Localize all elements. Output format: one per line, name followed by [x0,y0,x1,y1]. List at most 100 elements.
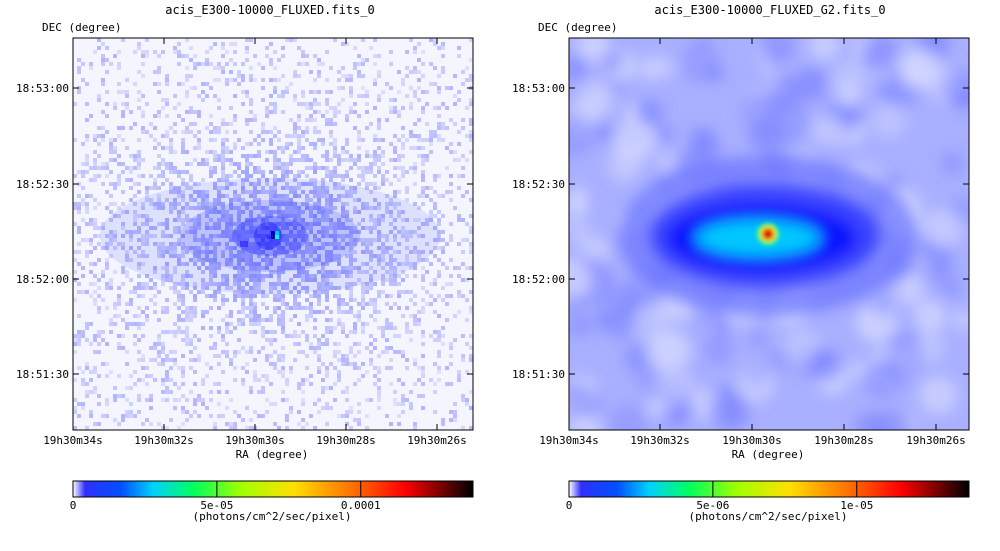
noise-pixel [229,254,233,258]
noise-pixel [449,382,453,386]
noise-pixel [165,298,169,302]
noise-pixel [221,70,225,74]
noise-pixel [321,194,325,198]
noise-pixel [285,166,289,170]
noise-pixel [281,390,285,394]
noise-pixel [213,274,217,278]
noise-pixel [373,382,377,386]
background-blob [748,65,781,97]
noise-pixel [313,402,317,406]
noise-pixel [225,422,229,426]
noise-pixel [257,178,261,182]
noise-pixel [401,410,405,414]
noise-pixel [165,74,169,78]
noise-pixel [297,174,301,178]
noise-pixel [89,414,93,418]
noise-pixel [313,110,317,114]
noise-pixel [237,274,241,278]
noise-pixel [329,326,333,330]
noise-pixel [393,250,397,254]
noise-pixel [409,86,413,90]
noise-pixel [109,230,113,234]
noise-pixel [273,186,277,190]
noise-pixel [401,382,405,386]
noise-pixel [401,234,405,238]
noise-pixel [165,278,169,282]
noise-pixel [141,378,145,382]
noise-pixel [125,350,129,354]
noise-pixel [249,66,253,70]
noise-pixel [309,274,313,278]
noise-pixel [445,302,449,306]
noise-pixel [233,426,237,430]
noise-pixel [241,62,245,66]
noise-pixel [429,186,433,190]
noise-pixel [133,210,137,214]
noise-pixel [317,58,321,62]
noise-pixel [425,222,429,226]
noise-pixel [385,250,389,254]
noise-pixel [345,398,349,402]
noise-pixel [409,390,413,394]
noise-pixel [101,414,105,418]
noise-pixel [437,246,441,250]
background-blob [607,312,637,342]
noise-pixel [325,318,329,322]
noise-pixel [273,402,277,406]
noise-pixel [365,242,369,246]
noise-pixel [129,322,133,326]
noise-pixel [257,254,261,258]
noise-pixel [393,398,397,402]
noise-pixel [437,126,441,130]
y-tick-label: 18:51:30 [512,368,565,381]
noise-pixel [301,382,305,386]
noise-pixel [333,186,337,190]
noise-pixel [289,186,293,190]
noise-pixel [269,42,273,46]
noise-pixel [257,322,261,326]
noise-pixel [173,362,177,366]
noise-pixel [157,338,161,342]
noise-pixel [205,266,209,270]
noise-pixel [305,194,309,198]
noise-pixel [305,202,309,206]
noise-pixel [369,266,373,270]
noise-pixel [205,58,209,62]
noise-pixel [193,282,197,286]
noise-pixel [277,158,281,162]
noise-pixel [333,222,337,226]
noise-pixel [213,250,217,254]
noise-pixel [293,238,297,242]
noise-pixel [157,186,161,190]
noise-pixel [341,222,345,226]
noise-pixel [373,302,377,306]
noise-pixel [389,106,393,110]
noise-pixel [153,270,157,274]
noise-pixel [173,286,177,290]
noise-pixel [253,330,257,334]
noise-pixel [233,378,237,382]
noise-pixel [389,98,393,102]
noise-pixel [393,390,397,394]
noise-pixel [385,194,389,198]
noise-pixel [209,258,213,262]
noise-pixel [377,158,381,162]
panel-title: acis_E300-10000_FLUXED_G2.fits_0 [654,3,885,17]
noise-pixel [417,78,421,82]
noise-pixel [269,342,273,346]
noise-pixel [181,330,185,334]
noise-pixel [361,330,365,334]
noise-pixel [393,174,397,178]
noise-pixel [193,218,197,222]
noise-pixel [97,374,101,378]
noise-pixel [245,190,249,194]
noise-pixel [85,326,89,330]
noise-pixel [301,62,305,66]
image-area[interactable] [551,25,982,450]
noise-pixel [457,374,461,378]
image-area[interactable] [72,37,474,431]
noise-pixel [245,46,249,50]
noise-pixel [321,274,325,278]
noise-pixel [261,290,265,294]
